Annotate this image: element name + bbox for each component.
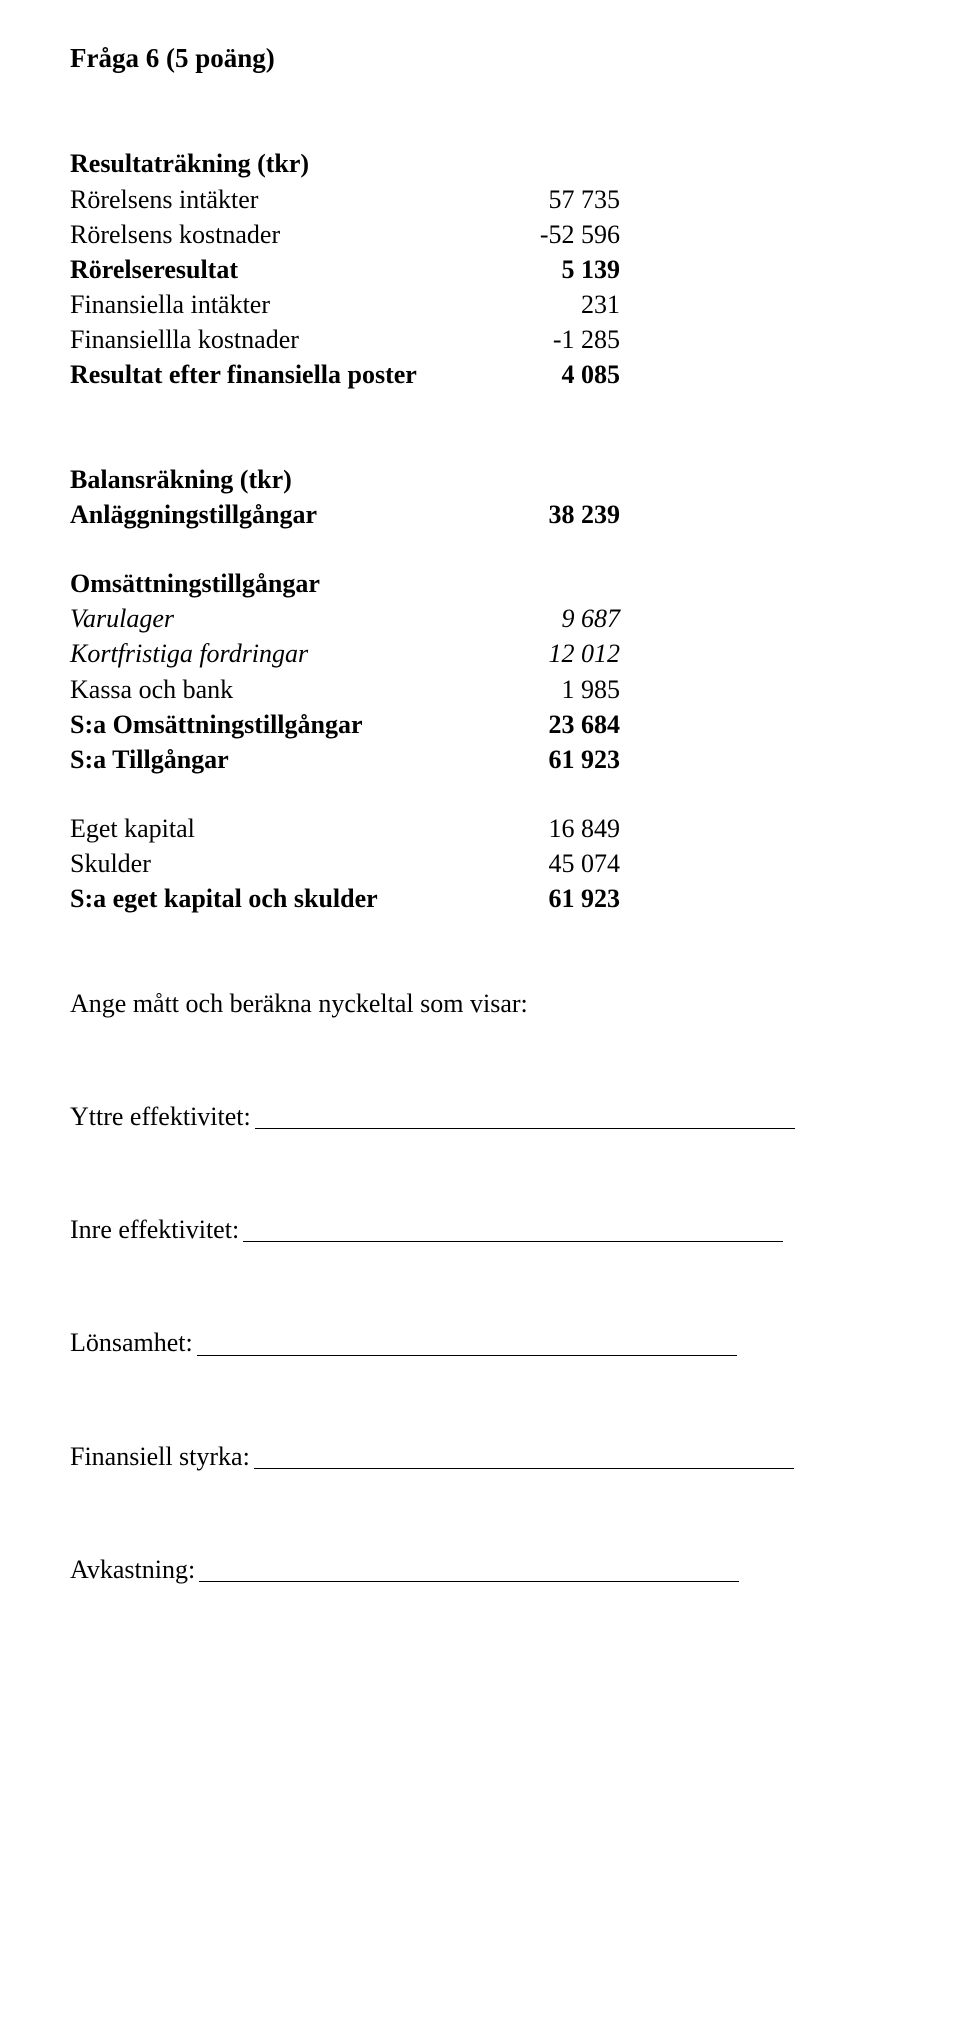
- row-value: 16 849: [500, 811, 620, 846]
- fill-label: Yttre effektivitet:: [70, 1099, 251, 1134]
- row-value: 23 684: [500, 707, 620, 742]
- row-value: 12 012: [500, 636, 620, 671]
- row-label: Varulager: [70, 601, 500, 636]
- underline: [243, 1240, 783, 1242]
- row-value: 61 923: [500, 742, 620, 777]
- row-label: Rörelsens kostnader: [70, 217, 500, 252]
- fill-label: Avkastning:: [70, 1552, 195, 1587]
- balance-sheet: Balansräkning (tkr) Anläggningstillgånga…: [70, 462, 890, 916]
- row-value: 1 985: [500, 672, 620, 707]
- underline: [197, 1354, 737, 1356]
- row-value: 45 074: [500, 846, 620, 881]
- row-label: Rörelsens intäkter: [70, 182, 500, 217]
- row-label: Finansiella intäkter: [70, 287, 500, 322]
- fixed-assets-label: Anläggningstillgångar: [70, 497, 500, 532]
- underline: [199, 1580, 739, 1582]
- row-value: 61 923: [500, 881, 620, 916]
- page-title: Fråga 6 (5 poäng): [70, 40, 890, 76]
- fill-line-financial-strength: Finansiell styrka:: [70, 1439, 890, 1474]
- fill-label: Finansiell styrka:: [70, 1439, 250, 1474]
- row-value: 9 687: [500, 601, 620, 636]
- row-label: Resultat efter finansiella poster: [70, 357, 500, 392]
- row-label: Kortfristiga fordringar: [70, 636, 500, 671]
- underline: [255, 1127, 795, 1129]
- fill-line-return: Avkastning:: [70, 1552, 890, 1587]
- fill-line-profitability: Lönsamhet:: [70, 1325, 890, 1360]
- income-statement: Resultaträkning (tkr) Rörelsens intäkter…: [70, 146, 890, 392]
- row-value: 4 085: [500, 357, 620, 392]
- row-value: 57 735: [500, 182, 620, 217]
- row-label: S:a Tillgångar: [70, 742, 500, 777]
- fill-line-inner-effectiveness: Inre effektivitet:: [70, 1212, 890, 1247]
- income-heading: Resultaträkning (tkr): [70, 146, 500, 181]
- row-label: Kassa och bank: [70, 672, 500, 707]
- row-value: 231: [500, 287, 620, 322]
- row-label: S:a Omsättningstillgångar: [70, 707, 500, 742]
- row-value: -1 285: [500, 322, 620, 357]
- fill-label: Inre effektivitet:: [70, 1212, 239, 1247]
- prompt-text: Ange mått och beräkna nyckeltal som visa…: [70, 986, 890, 1021]
- row-label: S:a eget kapital och skulder: [70, 881, 500, 916]
- current-assets-heading: Omsättningstillgångar: [70, 566, 500, 601]
- balance-heading: Balansräkning (tkr): [70, 462, 500, 497]
- row-value: -52 596: [500, 217, 620, 252]
- row-label: Eget kapital: [70, 811, 500, 846]
- row-value: 5 139: [500, 252, 620, 287]
- fill-line-outer-effectiveness: Yttre effektivitet:: [70, 1099, 890, 1134]
- row-label: Finansiellla kostnader: [70, 322, 500, 357]
- fill-label: Lönsamhet:: [70, 1325, 193, 1360]
- underline: [254, 1467, 794, 1469]
- row-label: Rörelseresultat: [70, 252, 500, 287]
- row-label: Skulder: [70, 846, 500, 881]
- fixed-assets-value: 38 239: [500, 497, 620, 532]
